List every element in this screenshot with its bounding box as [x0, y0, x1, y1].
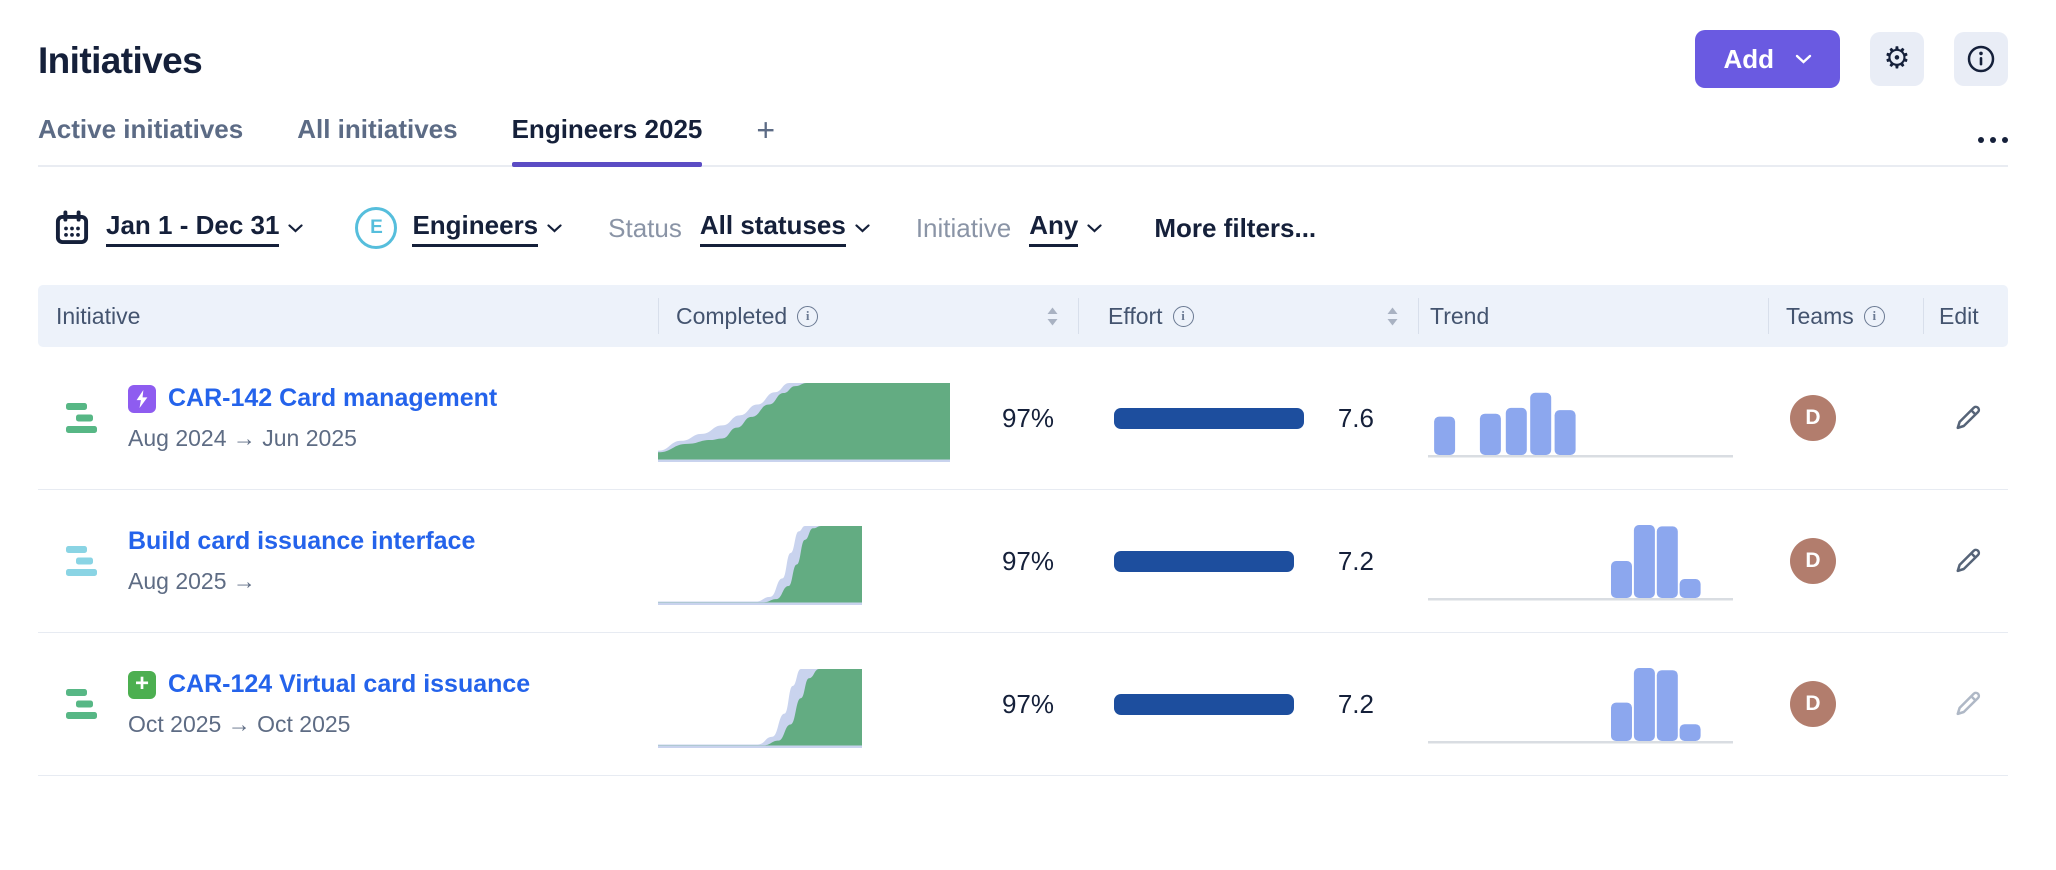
team-filter-value[interactable]: Engineers [412, 210, 539, 247]
initiative-link[interactable]: CAR-124 Virtual card issuance [168, 670, 531, 698]
column-header-edit: Edit [1923, 285, 2008, 347]
trend-bar-chart [1428, 668, 1733, 744]
sort-arrows-icon[interactable] [1045, 305, 1060, 328]
pencil-icon [1956, 691, 1981, 716]
initiative-link[interactable]: Build card issuance interface [128, 527, 476, 555]
edit-button[interactable] [1953, 689, 1983, 719]
completed-burnup-chart [658, 668, 862, 748]
initiative-filter-value[interactable]: Any [1029, 210, 1079, 247]
team-avatar[interactable]: D [1790, 681, 1836, 727]
initiative-bars-icon [66, 402, 97, 433]
chevron-down-icon [1795, 54, 1812, 64]
team-avatar[interactable]: D [1790, 538, 1836, 584]
tab-engineers-2025[interactable]: Engineers 2025 [511, 114, 702, 167]
filter-bar: Jan 1 - Dec 31 E Engineers Status All st… [38, 207, 2008, 249]
effort-bar [1114, 407, 1304, 429]
initiative-dates: Oct 2025 → Oct 2025 [128, 711, 351, 737]
completed-percent: 97% [1001, 402, 1054, 433]
team-avatar[interactable]: D [1790, 395, 1836, 441]
column-header-effort[interactable]: Effort i [1078, 285, 1418, 347]
initiative-dates: Aug 2025 → [128, 568, 256, 594]
effort-value: 7.2 [1337, 688, 1374, 719]
initiative-filter-label: Initiative [915, 212, 1012, 243]
status-filter-value[interactable]: All statuses [699, 210, 846, 247]
table-header: Initiative Completed i Effort i Trend Team… [38, 285, 2008, 347]
tab-all-initiatives[interactable]: All initiatives [297, 114, 458, 144]
date-range-value[interactable]: Jan 1 - Dec 31 [106, 210, 280, 247]
view-tabs: Active initiatives All initiatives Engin… [38, 112, 2008, 167]
tab-active-initiatives[interactable]: Active initiatives [38, 114, 244, 144]
date-range-filter[interactable]: Jan 1 - Dec 31 [54, 210, 304, 247]
edit-button[interactable] [1953, 403, 1983, 433]
chevron-down-icon [1087, 223, 1102, 232]
initiatives-page: Initiatives Add ⚙ Active initiatives All… [38, 30, 2008, 776]
issue-type-badge [128, 384, 156, 413]
initiative-filter[interactable]: Initiative Any [916, 210, 1103, 247]
status-filter-label: Status [608, 212, 682, 243]
initiatives-table: Initiative Completed i Effort i Trend Team… [38, 285, 2008, 776]
initiative-bars-icon [66, 545, 97, 576]
team-badge: E [355, 207, 398, 249]
ellipsis-icon [1978, 137, 1984, 143]
pencil-icon [1956, 405, 1981, 430]
info-icon[interactable]: i [797, 305, 819, 327]
effort-value: 7.2 [1337, 545, 1374, 576]
issue-type-badge: + [128, 670, 156, 699]
effort-bar [1114, 693, 1294, 715]
settings-button[interactable]: ⚙ [1870, 32, 1924, 86]
add-button-label: Add [1723, 43, 1774, 74]
completed-percent: 97% [1001, 688, 1054, 719]
column-header-completed[interactable]: Completed i [658, 285, 1078, 347]
add-button[interactable]: Add [1695, 30, 1840, 88]
effort-bar [1114, 550, 1294, 572]
status-filter[interactable]: Status All statuses [608, 210, 870, 247]
team-filter[interactable]: E Engineers [355, 207, 562, 249]
gear-icon: ⚙ [1883, 42, 1911, 75]
completed-burnup-chart [658, 525, 862, 605]
page-title: Initiatives [38, 40, 203, 81]
trend-bar-chart [1428, 525, 1733, 601]
initiative-bars-icon [66, 688, 97, 719]
info-button[interactable] [1954, 32, 2008, 86]
more-filters-button[interactable]: More filters... [1154, 212, 1317, 243]
effort-value: 7.6 [1337, 402, 1374, 433]
column-header-teams: Teams i [1768, 285, 1923, 347]
chevron-down-icon [855, 223, 870, 232]
column-header-trend: Trend [1418, 285, 1768, 347]
info-icon[interactable]: i [1172, 305, 1194, 327]
chevron-down-icon [288, 223, 304, 232]
column-header-initiative: Initiative [56, 302, 141, 329]
initiative-link[interactable]: CAR-142 Card management [168, 384, 498, 412]
initiative-dates: Aug 2024 → Jun 2025 [128, 425, 357, 451]
info-icon[interactable]: i [1863, 305, 1885, 327]
edit-button[interactable] [1953, 546, 1983, 576]
table-row[interactable]: + CAR-124 Virtual card issuance Oct 2025… [38, 633, 2008, 776]
trend-bar-chart [1428, 392, 1733, 458]
calendar-icon [55, 210, 89, 245]
more-options-button[interactable] [1978, 137, 2008, 165]
completed-percent: 97% [1001, 545, 1054, 576]
top-bar: Initiatives Add ⚙ [38, 30, 2008, 88]
pencil-icon [1956, 548, 1981, 573]
completed-burnup-chart [658, 382, 950, 462]
chevron-down-icon [547, 223, 562, 232]
top-actions: Add ⚙ [1695, 30, 2008, 88]
table-row[interactable]: CAR-142 Card management Aug 2024 → Jun 2… [38, 347, 2008, 490]
info-icon [1967, 45, 1995, 73]
table-row[interactable]: Build card issuance interface Aug 2025 →… [38, 490, 2008, 633]
sort-arrows-icon[interactable] [1385, 305, 1400, 328]
add-tab-button[interactable]: + [756, 112, 775, 165]
